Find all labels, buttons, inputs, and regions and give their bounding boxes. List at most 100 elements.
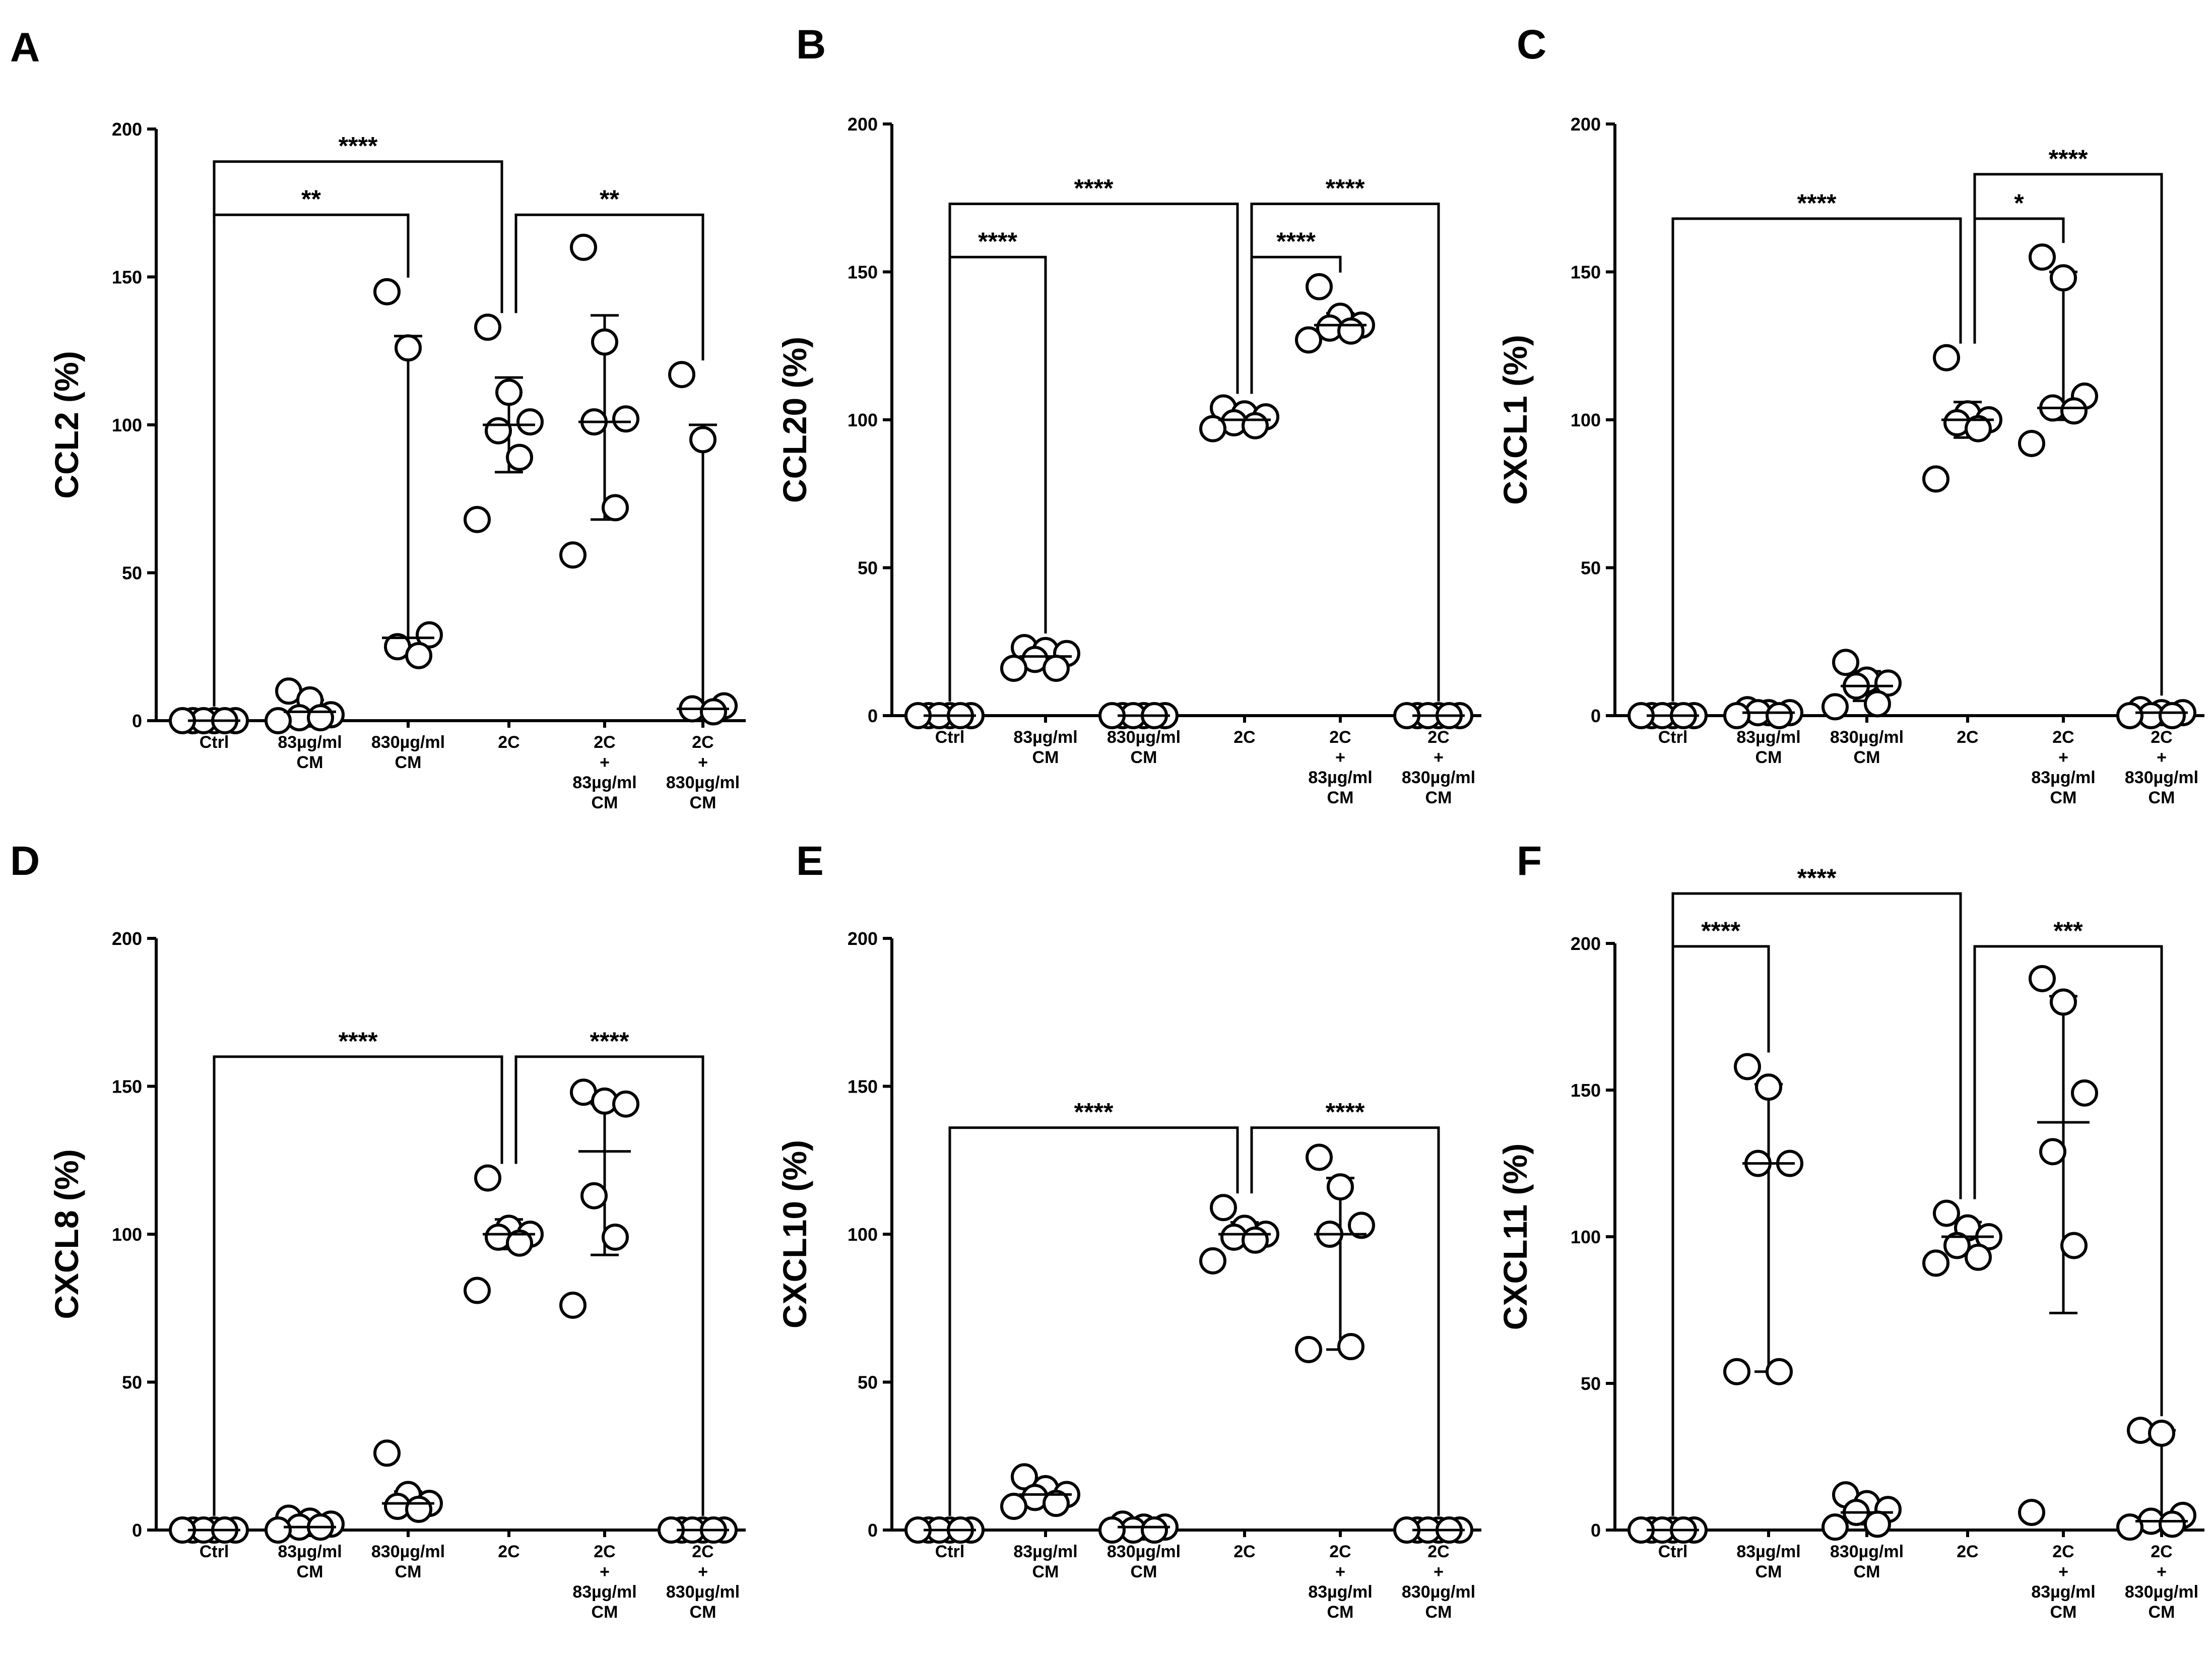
panel-e-significance-label: **** [1326,1098,1365,1126]
panel-c-data-point [2030,245,2054,269]
panel-b-y-tick-label: 150 [848,262,878,283]
panel-a-data-point [497,380,521,404]
panel-a-data-point [614,407,638,431]
panel-e-y-tick-label: 0 [868,1520,878,1541]
panel-b-y-tick-label: 200 [848,114,878,135]
panel-d-y-tick-label: 100 [112,1224,142,1245]
panel-c-y-axis-label: CXCL1 (%) [1497,335,1534,504]
panel-d-data-point [465,1279,489,1303]
panel-f-x-tick-label: 2C [2052,1542,2074,1561]
panel-d-data-point [407,1497,431,1521]
panel-c-significance-bracket [1673,219,1961,702]
panel-b-significance-bracket [950,257,1046,702]
panel-e-data-point [1201,1249,1225,1273]
panel-b-significance-label: **** [1276,227,1316,256]
panel-a-x-tick-label: CM [690,793,717,812]
panel-b-significance-bracket [1252,204,1439,702]
panel-c-x-tick-label: + [2058,748,2068,767]
panel-a-data-point [603,495,627,520]
panel-d-y-axis-label: CXCL8 (%) [48,1149,85,1319]
panel-c-x-tick-label: 83µg/ml [1736,728,1800,747]
panel-f-significance-label: **** [1797,864,1837,892]
panel-c-data-point [1865,692,1890,716]
panel-b-x-tick-label: + [1335,748,1345,767]
panel-f-x-tick-label: 830µg/ml [2125,1582,2198,1602]
panel-a-data-point [375,280,399,304]
panel-a-y-tick-label: 200 [112,119,142,140]
panel-a-x-tick-label: + [600,753,610,772]
panel-d-x-tick-label: 2C [692,1542,713,1561]
panel-b-x-tick-label: 83µg/ml [1013,728,1077,747]
panel-a-data-point [571,235,596,260]
panel-c-data-point [2051,266,2075,290]
panel-a-x-tick-label: 83µg/ml [572,773,636,792]
panel-f-data-point [2160,1512,2184,1536]
panel-f-data-point [2062,1233,2086,1257]
panel-e-y-tick-label: 100 [848,1224,878,1245]
panel-b-data-point [1243,414,1267,438]
panel-f-x-tick-label: 2C [2151,1542,2172,1561]
panel-b-y-axis-label: CCL20 (%) [776,337,813,503]
panel-a-x-tick-label: 83µg/ml [278,733,342,752]
panel-e-significance-label: **** [1074,1098,1114,1126]
panel-b-x-tick-label: CM [1032,748,1059,767]
panel-f-y-tick-label: 150 [1571,1080,1601,1101]
panel-d-x-tick-label: CM [297,1562,323,1581]
panel-b-x-tick-label: CM [1425,788,1452,807]
panel-e-x-tick-label: CM [1032,1562,1059,1581]
panel-e-x-tick-label: + [1434,1562,1444,1581]
panel-e-x-tick-label: 2C [1233,1542,1255,1561]
panel-f-y-axis-label: CXCL11 (%) [1497,1143,1534,1330]
panel-b-x-tick-label: 830µg/ml [1402,768,1475,787]
panel-a-y-tick-label: 50 [122,563,142,584]
panel-b-y-tick-label: 50 [858,558,878,579]
panel-b-x-tick-label: + [1434,748,1444,767]
panel-e-data-point [1328,1175,1352,1199]
panel-c-x-tick-label: CM [2149,788,2175,807]
panel-b-significance-bracket [950,204,1238,702]
panel-c-data-point [1934,346,1959,370]
panel-c-data-point [2118,704,2142,728]
panel-f-x-tick-label: 830µg/ml [1830,1542,1904,1561]
panel-b-significance-label: **** [978,227,1017,256]
panel-e-x-tick-label: 83µg/ml [1308,1582,1372,1602]
panel-f-data-point [2150,1421,2174,1445]
panel-f-data-point [1735,1054,1760,1078]
panel-a-y-tick-label: 100 [112,415,142,435]
panel-a-data-point [396,336,420,360]
panel-a-x-tick-label: 2C [498,733,519,752]
panel-f-significance-label: **** [1701,917,1740,945]
panel-c-y-tick-label: 200 [1571,114,1601,135]
panel-e-letter: E [796,838,824,884]
panel-d-y-tick-label: 0 [132,1520,142,1541]
panel-c-x-tick-label: CM [1854,748,1880,767]
panel-e-data-point [1100,1518,1124,1542]
panel-d-x-tick-label: 830µg/ml [666,1582,740,1602]
panel-c-significance-bracket [1975,219,2063,344]
panel-c-x-tick-label: CM [1755,748,1782,767]
panel-a-x-tick-label: 830µg/ml [371,733,445,752]
panel-c-significance-bracket [1975,174,2162,695]
panel-e-x-tick-label: Ctrl [935,1542,965,1561]
panel-a-x-tick-label: Ctrl [200,733,229,752]
panel-c-x-tick-label: CM [2050,788,2077,807]
panel-a-significance-label: ** [600,185,619,213]
panel-e-x-tick-label: + [1335,1562,1345,1581]
panel-d-significance-label: **** [339,1027,378,1055]
panel-e-data-point [1339,1334,1363,1359]
panel-f-data-point [1924,1251,1948,1275]
panel-c-significance-label: * [2014,189,2024,217]
panel-b-significance-label: **** [1326,174,1365,202]
panel-d-data-point [603,1225,627,1249]
panel-c-y-tick-label: 150 [1571,262,1601,283]
panel-f-x-tick-label: CM [1854,1562,1880,1581]
panel-b-data-point [1002,656,1026,680]
panel-a-data-point [476,315,500,339]
panel-a-data-point [691,427,715,452]
panel-e-data-point [1142,1518,1166,1542]
panel-d-data-point [375,1441,399,1465]
panel-a-significance-label: ** [301,185,321,213]
panel-f-significance-bracket [1673,946,1769,1516]
panel-b-x-tick-label: CM [1327,788,1354,807]
panel-a-data-point [465,507,489,532]
